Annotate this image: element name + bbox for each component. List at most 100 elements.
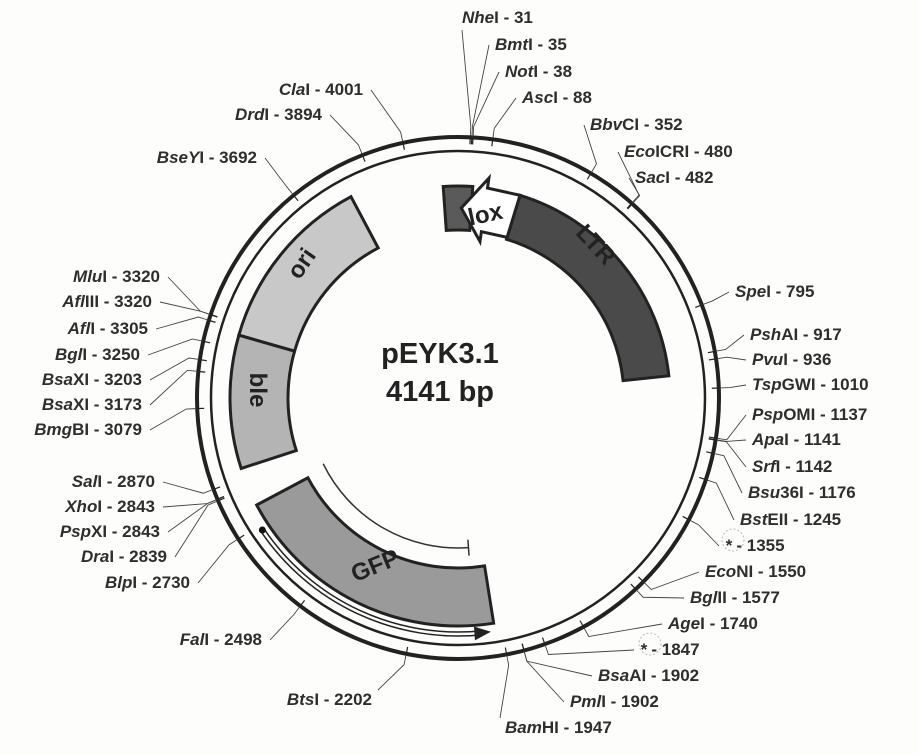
- restriction-site-label: PvuI - 936: [752, 350, 831, 370]
- enzyme-prefix: Tsp: [752, 375, 782, 394]
- outer-ring: [195, 135, 721, 661]
- separator: -: [269, 105, 285, 124]
- ble-label: ble: [244, 373, 271, 408]
- site-tick: [216, 497, 225, 502]
- enzyme-suffix: I: [665, 168, 670, 187]
- enzyme-suffix: I: [601, 692, 606, 711]
- leader-line: [716, 439, 747, 468]
- enzyme-prefix: Eco: [705, 562, 737, 581]
- separator: -: [815, 405, 831, 424]
- ltr-feature: [504, 193, 671, 383]
- separator: -: [532, 35, 548, 54]
- site-tick: [541, 637, 546, 646]
- enzyme-prefix: Bsa: [41, 395, 73, 414]
- enzyme-prefix: Bmg: [34, 420, 73, 439]
- enzyme-suffix: I: [783, 350, 788, 369]
- leader-line: [162, 481, 213, 494]
- separator: -: [605, 692, 622, 711]
- restriction-site-label: BglI - 3250: [55, 345, 140, 365]
- separator: -: [204, 148, 220, 167]
- site-tick: [709, 358, 718, 361]
- leader-line: [628, 177, 641, 204]
- enzyme-prefix: Not: [505, 62, 534, 81]
- site-position: 480: [704, 142, 733, 161]
- separator: -: [319, 690, 335, 709]
- leader-line: [492, 97, 517, 139]
- restriction-site-label: MluI - 3320: [73, 267, 160, 287]
- enzyme-suffix: AI: [629, 666, 647, 685]
- site-tick: [586, 172, 592, 180]
- site-position: 2870: [117, 472, 155, 491]
- enzyme-prefix: Sal: [71, 472, 98, 491]
- enzyme-prefix: Pvu: [752, 350, 784, 369]
- enzyme-suffix: EII: [767, 510, 789, 529]
- site-tick: [237, 534, 245, 540]
- site-position: 1550: [768, 562, 807, 581]
- leader-line: [583, 623, 663, 638]
- site-tick: [627, 202, 634, 210]
- separator: -: [558, 718, 574, 737]
- separator: -: [107, 522, 123, 541]
- enzyme-suffix: I: [82, 345, 88, 364]
- leader-line: [162, 499, 217, 508]
- leader-line: [636, 589, 685, 599]
- restriction-site-label: EcoNI - 1550: [705, 562, 806, 582]
- site-position: 1176: [818, 483, 856, 502]
- enzyme-suffix: I: [766, 282, 771, 301]
- leader-line: [472, 71, 500, 137]
- separator: -: [803, 483, 819, 502]
- separator: -: [87, 345, 103, 364]
- site-position: 88: [573, 88, 592, 107]
- site-tick: [630, 583, 637, 591]
- site-position: 1902: [621, 692, 659, 711]
- separator: -: [137, 573, 153, 592]
- separator: -: [770, 282, 787, 301]
- leader-line: [167, 276, 210, 315]
- bracket-end-tick: [467, 539, 470, 556]
- separator: -: [99, 292, 115, 311]
- thin-arc-2: [263, 528, 483, 633]
- separator: -: [89, 395, 105, 414]
- enzyme-prefix: Afl: [67, 319, 91, 338]
- restriction-site-label: FalI - 2498: [180, 630, 262, 650]
- separator: -: [557, 88, 574, 107]
- enzyme-suffix: AI: [781, 325, 799, 344]
- site-position: 3894: [284, 105, 322, 124]
- site-position: 2843: [122, 522, 160, 541]
- leader-line: [719, 384, 747, 389]
- site-position: 1577: [741, 588, 780, 607]
- site-tick: [579, 620, 585, 629]
- enzyme-suffix: I: [109, 547, 115, 566]
- restriction-site-label: SpeI - 795: [735, 282, 814, 302]
- separator: -: [646, 640, 662, 659]
- gfp-bracket-arc: [322, 463, 469, 549]
- leader-line: [269, 606, 301, 641]
- separator: -: [689, 142, 705, 161]
- site-position: 482: [685, 168, 714, 187]
- lox-dark-block: [441, 184, 475, 233]
- separator: -: [753, 562, 769, 581]
- enzyme-suffix: I: [775, 457, 781, 476]
- enzyme-suffix: I: [132, 573, 138, 592]
- site-position: 3320: [122, 267, 160, 286]
- separator: -: [89, 420, 105, 439]
- leader-line: [716, 356, 747, 361]
- leader-line: [370, 89, 404, 142]
- site-tick: [699, 476, 708, 481]
- enzyme-prefix: Apa: [752, 430, 785, 449]
- restriction-site-label: BseYI - 3692: [157, 148, 257, 168]
- enzyme-prefix: Afl: [62, 292, 85, 311]
- leader-line: [523, 651, 565, 703]
- restriction-site-label: SalI - 2870: [72, 472, 155, 492]
- arc-arrowhead: [473, 626, 491, 641]
- enzyme-suffix: OMI: [783, 405, 816, 424]
- site-position: 1010: [830, 375, 869, 394]
- leader-line: [716, 414, 747, 441]
- enzyme-prefix: Bmt: [495, 35, 529, 54]
- separator: -: [538, 62, 554, 81]
- leader-line: [715, 334, 745, 352]
- enzyme-prefix: Bsa: [598, 666, 630, 685]
- enzyme-prefix: Bgl: [690, 588, 718, 607]
- site-tick: [402, 141, 406, 150]
- site-position: 3320: [114, 292, 152, 311]
